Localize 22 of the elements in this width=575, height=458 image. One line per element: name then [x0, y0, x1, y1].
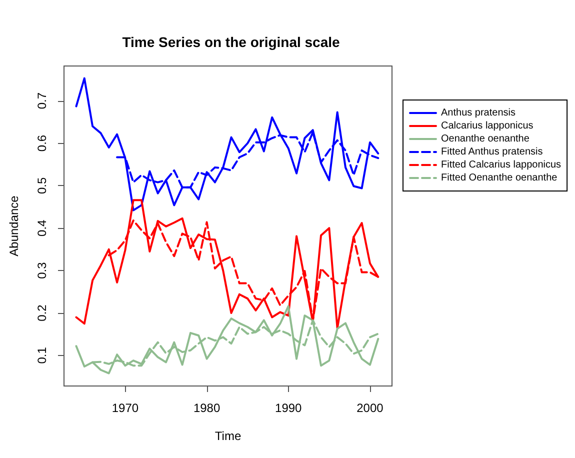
chart-title: Time Series on the original scale: [122, 34, 340, 50]
x-tick-label: 1990: [275, 401, 302, 415]
line-series: [75, 77, 380, 212]
legend-label: Calcarius lapponicus: [441, 120, 534, 132]
legend-label: Anthus pratensis: [441, 108, 516, 118]
y-tick-label: 0.7: [35, 92, 49, 110]
legend-label: Fitted Calcarius lapponicus: [441, 160, 562, 170]
legend-label: Oenanthe oenanthe: [441, 134, 530, 144]
y-tick-label: 0.6: [35, 134, 49, 152]
legend-label: Fitted Anthus pratensis: [441, 146, 543, 158]
y-tick-label: 0.1: [35, 346, 49, 364]
line-series: [75, 305, 380, 374]
y-tick-label: 0.3: [35, 262, 49, 279]
y-tick-label: 0.5: [35, 177, 49, 194]
legend-label: Fitted Oenanthe oenanthe: [441, 172, 558, 184]
x-axis-title: Time: [214, 429, 242, 443]
x-tick-label: 1980: [193, 401, 220, 415]
y-tick-label: 0.4: [35, 219, 49, 236]
x-tick-label: 1970: [112, 401, 139, 415]
x-tick-label: 2000: [356, 401, 384, 415]
y-axis-title: Abundance: [7, 195, 21, 256]
y-tick-label: 0.2: [35, 304, 49, 322]
